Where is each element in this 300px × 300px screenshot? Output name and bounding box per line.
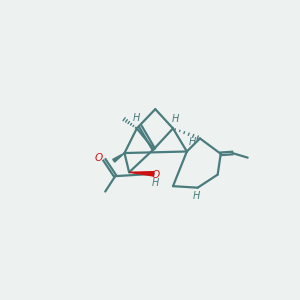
- Text: H: H: [172, 114, 179, 124]
- Text: H: H: [133, 113, 140, 123]
- Text: O: O: [94, 153, 102, 164]
- Text: O: O: [152, 170, 160, 180]
- Text: H: H: [189, 137, 196, 147]
- Polygon shape: [113, 153, 124, 162]
- Polygon shape: [129, 172, 154, 176]
- Text: H: H: [192, 191, 200, 201]
- Text: H: H: [152, 178, 159, 188]
